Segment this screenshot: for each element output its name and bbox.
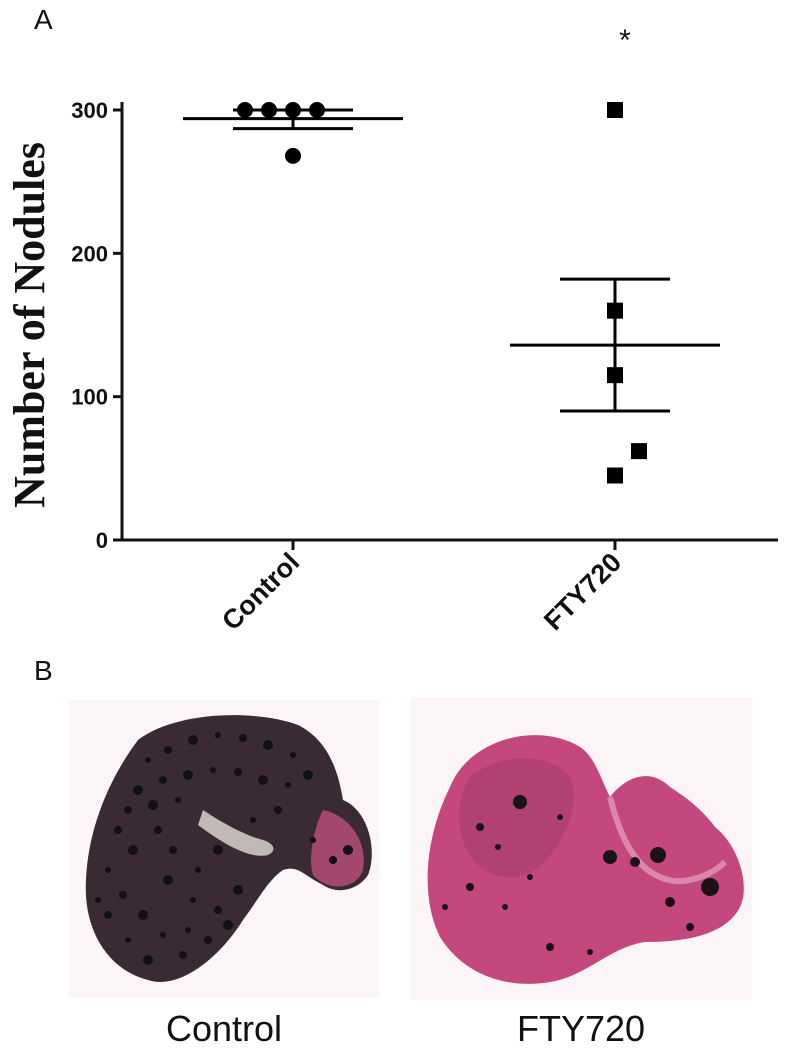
nodule bbox=[128, 845, 138, 855]
nodule bbox=[179, 951, 187, 959]
y-tick-label-100: 100 bbox=[71, 385, 108, 410]
nodule bbox=[104, 911, 112, 919]
nodule bbox=[160, 932, 166, 938]
nodule bbox=[163, 875, 173, 885]
nodule bbox=[701, 878, 719, 896]
nodule bbox=[175, 797, 181, 803]
nodule bbox=[502, 904, 508, 910]
control-lung-image bbox=[85, 715, 372, 982]
nodule bbox=[285, 782, 291, 788]
nodule bbox=[204, 936, 212, 944]
data-point bbox=[607, 302, 623, 319]
nodule bbox=[183, 770, 193, 780]
nodule bbox=[290, 752, 296, 758]
nodule bbox=[210, 767, 216, 773]
nodule bbox=[310, 837, 316, 843]
fty720-photo-caption: FTY720 bbox=[516, 1008, 646, 1049]
nodule bbox=[124, 806, 132, 814]
nodule bbox=[190, 897, 196, 903]
nodule-scatter-chart: 0 100 200 300 Control FTY720 Number of Nodules… bbox=[5, 24, 778, 636]
nodule bbox=[250, 817, 256, 823]
y-tick-label-300: 300 bbox=[71, 98, 108, 123]
fty720-lung-image bbox=[427, 735, 744, 984]
chart-marks bbox=[183, 102, 720, 484]
nodule bbox=[148, 800, 158, 810]
nodule bbox=[164, 746, 172, 754]
nodule bbox=[95, 897, 101, 903]
significance-asterisk: * bbox=[619, 24, 631, 57]
nodule bbox=[125, 937, 131, 943]
nodule bbox=[223, 920, 233, 930]
nodule bbox=[195, 867, 201, 873]
nodule bbox=[119, 891, 127, 899]
nodule bbox=[442, 904, 448, 910]
data-point bbox=[237, 102, 253, 118]
nodule bbox=[665, 897, 675, 907]
x-tick-label-control: Control bbox=[216, 547, 305, 636]
nodule bbox=[466, 883, 474, 891]
nodule bbox=[114, 826, 122, 834]
data-point bbox=[607, 467, 623, 484]
nodule bbox=[527, 874, 533, 880]
nodule bbox=[138, 910, 148, 920]
nodule bbox=[154, 826, 162, 834]
data-point bbox=[285, 147, 301, 164]
nodule bbox=[185, 927, 191, 933]
data-point bbox=[631, 443, 647, 460]
panel-a-label: A bbox=[34, 4, 53, 35]
nodule bbox=[587, 949, 593, 955]
x-tick-label-fty720: FTY720 bbox=[538, 547, 627, 636]
nodule bbox=[274, 806, 282, 814]
y-tick-label-200: 200 bbox=[71, 241, 108, 266]
nodule bbox=[105, 867, 111, 873]
nodule bbox=[343, 845, 353, 855]
nodule bbox=[143, 955, 153, 965]
nodule bbox=[557, 814, 563, 820]
nodule bbox=[214, 906, 222, 914]
nodule bbox=[603, 850, 617, 864]
control-lung-photo bbox=[68, 700, 380, 998]
nodule bbox=[546, 943, 554, 951]
panel-b-label: B bbox=[34, 655, 53, 686]
data-point bbox=[607, 367, 623, 384]
data-point bbox=[261, 102, 277, 118]
nodule bbox=[329, 856, 337, 864]
nodule bbox=[630, 857, 640, 867]
nodule bbox=[239, 734, 247, 742]
chart-axes bbox=[113, 102, 778, 550]
nodule bbox=[258, 775, 268, 785]
nodule bbox=[213, 845, 223, 855]
nodule bbox=[188, 735, 198, 745]
fty720-lung-photo bbox=[410, 697, 752, 1000]
nodule bbox=[215, 732, 221, 738]
nodule bbox=[303, 770, 313, 780]
data-point bbox=[607, 102, 623, 118]
nodule bbox=[513, 795, 527, 809]
data-point bbox=[285, 102, 301, 118]
data-point bbox=[309, 102, 325, 118]
nodule bbox=[233, 885, 243, 895]
nodule bbox=[495, 844, 501, 850]
y-tick-label-0: 0 bbox=[96, 528, 108, 553]
nodule bbox=[133, 785, 143, 795]
nodule bbox=[234, 768, 242, 776]
nodule bbox=[159, 776, 167, 784]
nodule bbox=[145, 757, 151, 763]
nodule bbox=[650, 847, 666, 863]
y-axis-label: Number of Nodules bbox=[5, 142, 54, 508]
nodule bbox=[686, 923, 694, 931]
nodule bbox=[476, 823, 484, 831]
nodule bbox=[169, 846, 177, 854]
control-photo-caption: Control bbox=[165, 1008, 283, 1049]
nodule bbox=[263, 740, 273, 750]
